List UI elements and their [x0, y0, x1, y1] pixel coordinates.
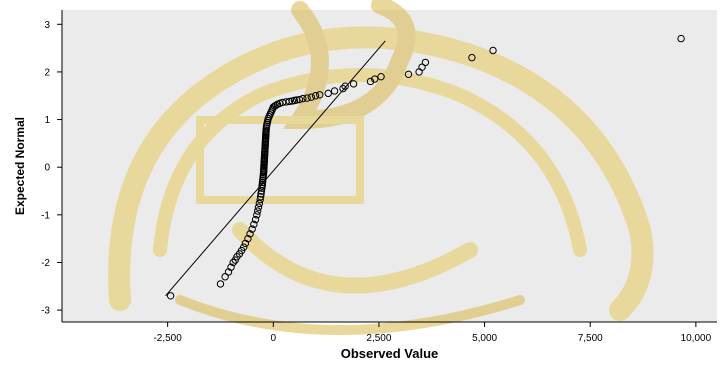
data-point [295, 95, 304, 104]
data-point [468, 53, 476, 62]
data-point [244, 234, 252, 243]
x-tick-label: 10,000 [681, 333, 712, 344]
watermark-seal [108, 0, 654, 335]
data-point [330, 87, 339, 95]
data-point [227, 263, 235, 271]
reference-line-group [165, 40, 386, 297]
x-tick-label: -2,500 [153, 333, 182, 344]
data-point [341, 82, 349, 90]
data-point [257, 190, 265, 198]
data-point [324, 89, 332, 98]
data-point [221, 273, 229, 281]
tick-labels: -2,500 0 2,500 5,000 7,500 10,000 -3 -2 -1 0 1 2 3 [41, 20, 712, 344]
data-point [339, 84, 347, 93]
data-point [316, 91, 324, 99]
x-tick-label: 2,500 [366, 333, 391, 344]
data-point [254, 203, 263, 211]
data-point [404, 70, 413, 79]
data-point [248, 225, 256, 233]
data-point [421, 58, 430, 67]
data-point [216, 280, 225, 288]
data-point [349, 80, 358, 88]
x-axis-title: Observed Value [341, 346, 439, 361]
data-point [253, 207, 262, 215]
y-tick-label: -3 [41, 306, 50, 317]
data-point [229, 258, 237, 267]
data-point [377, 72, 385, 81]
y-axis-title: Expected Normal [13, 117, 27, 215]
data-point [299, 94, 307, 103]
data-point [251, 215, 260, 224]
data-point [256, 193, 265, 201]
y-tick-label: -1 [41, 210, 50, 221]
data-point [366, 77, 375, 86]
data-point [418, 63, 426, 71]
y-tick-label: 2 [44, 67, 50, 78]
x-tick-label: 5,000 [472, 333, 497, 344]
data-point [253, 211, 261, 219]
data-points [166, 34, 685, 300]
y-tick-label: 1 [44, 115, 50, 126]
data-point [489, 46, 497, 55]
data-point [240, 243, 248, 251]
data-point [285, 97, 294, 106]
data-point [272, 101, 280, 109]
data-point [250, 220, 258, 229]
data-point [677, 34, 685, 43]
x-tick-label: 0 [271, 333, 277, 344]
data-point [307, 93, 316, 101]
data-point [166, 292, 175, 300]
reference-line [165, 40, 386, 297]
y-tick-label: 3 [44, 20, 50, 31]
data-point [311, 92, 320, 100]
axes [57, 10, 717, 327]
data-point [246, 230, 254, 238]
x-tick-label: 7,500 [578, 333, 603, 344]
data-point [371, 75, 379, 83]
y-tick-label: -2 [41, 258, 50, 269]
data-point [303, 94, 311, 102]
y-tick-label: 0 [44, 163, 50, 174]
data-point [256, 195, 264, 204]
